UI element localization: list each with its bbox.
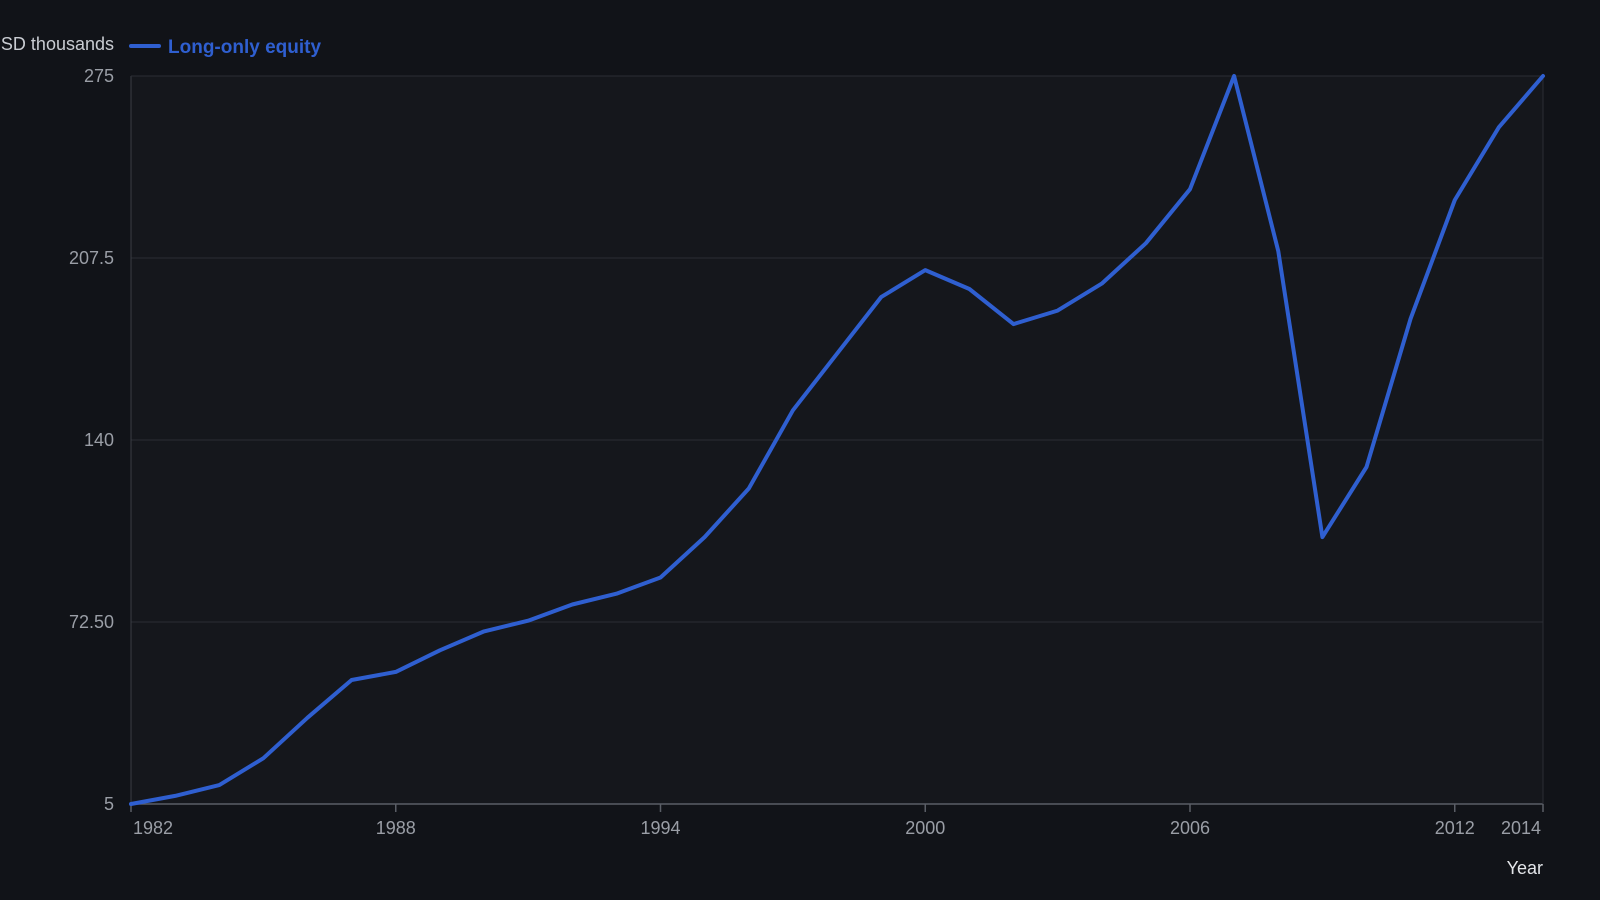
x-tick-label: 1988 xyxy=(376,818,416,838)
x-axis-title: Year xyxy=(1507,858,1543,878)
y-tick-label: 5 xyxy=(104,794,114,814)
x-tick-label: 1994 xyxy=(640,818,680,838)
series-layer xyxy=(129,74,1545,806)
x-tick-label: 2014 xyxy=(1501,818,1541,838)
x-tick-label: 1982 xyxy=(133,818,173,838)
x-tick-label: 2006 xyxy=(1170,818,1210,838)
legend[interactable]: Long-only equity xyxy=(129,37,321,58)
x-tick-label: 2000 xyxy=(905,818,945,838)
y-tick-label: 207.5 xyxy=(69,248,114,268)
y-tick-label: 275 xyxy=(84,66,114,86)
series-line-long-only-equity[interactable] xyxy=(129,74,1545,806)
tick-labels: 5 72.50 140 207.5 275 1982 1988 1994 2000 2006 201… xyxy=(69,66,1541,838)
x-tick-label: 2012 xyxy=(1435,818,1475,838)
legend-label-long-only-equity: Long-only equity xyxy=(168,37,321,58)
y-tick-label: 140 xyxy=(84,430,114,450)
y-tick-label: 72.50 xyxy=(69,612,114,632)
y-unit-label: USD thousands xyxy=(0,34,114,54)
